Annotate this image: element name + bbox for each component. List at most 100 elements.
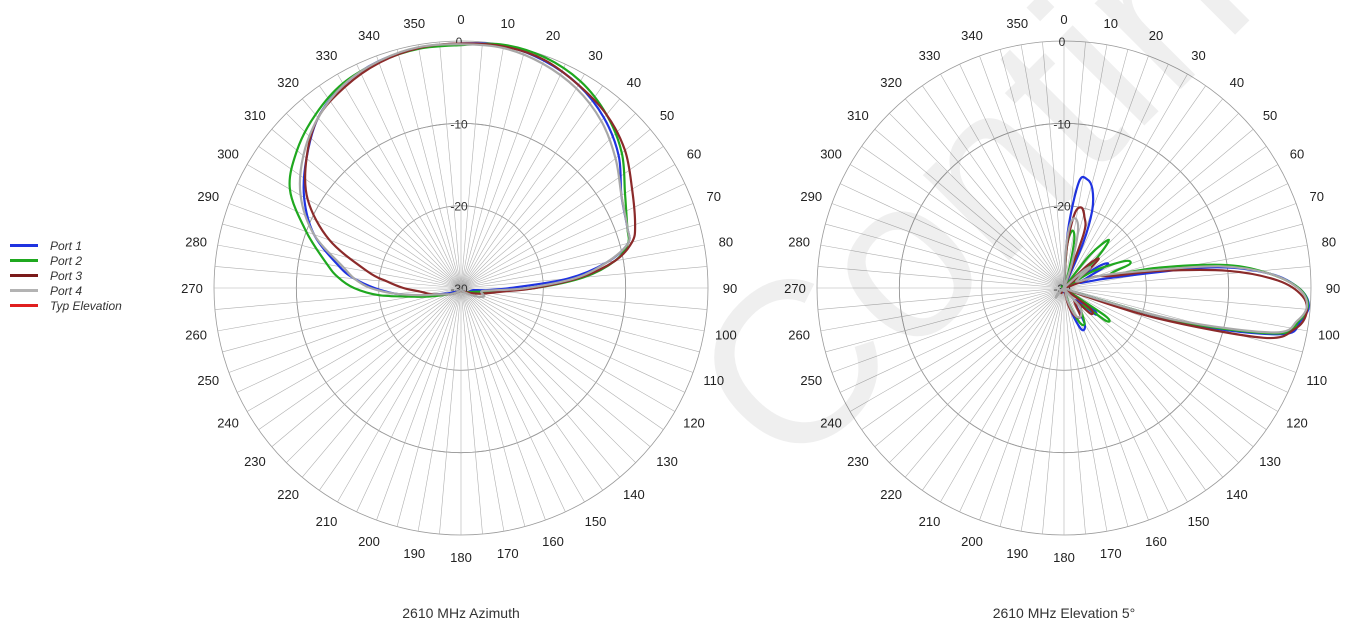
legend-swatch-port-4 xyxy=(10,289,38,292)
grid-spoke xyxy=(460,287,636,463)
grid-spoke xyxy=(1063,266,1311,289)
angle-tick-label: 230 xyxy=(847,454,869,469)
grid-spoke xyxy=(1020,44,1065,289)
grid-spoke xyxy=(460,287,603,491)
grid-spoke xyxy=(222,223,462,289)
series-port-2 xyxy=(288,42,630,298)
legend-item-port-2: Port 2 xyxy=(10,253,160,268)
grid-spoke xyxy=(396,49,462,289)
grid-spoke xyxy=(922,85,1065,289)
grid-spoke xyxy=(861,287,1065,430)
grid-spoke xyxy=(1063,98,1223,289)
grid-spoke xyxy=(460,287,566,512)
angle-tick-label: 190 xyxy=(1006,546,1028,561)
grid-spoke xyxy=(940,73,1065,289)
angle-tick-label: 30 xyxy=(1191,48,1205,63)
grid-spoke xyxy=(979,55,1065,289)
grid-spoke xyxy=(460,73,585,289)
legend-label: Port 1 xyxy=(50,238,83,253)
azimuth-chart: 0 10 20 30 40 50 60 70 80 90 100 110 120 130 140 150 160… xyxy=(181,12,737,565)
grid-spoke xyxy=(460,113,636,289)
grid-spoke xyxy=(1063,287,1129,527)
grid-spoke xyxy=(1063,287,1311,310)
grid-spoke xyxy=(1063,203,1297,289)
angle-tick-label: 300 xyxy=(217,147,239,162)
angle-tick-label: 60 xyxy=(687,147,701,162)
angle-tick-label: 10 xyxy=(1103,16,1117,31)
angle-tick-label: 280 xyxy=(788,234,810,249)
grid-spoke xyxy=(820,287,1065,332)
series-port-4 xyxy=(298,43,631,298)
angle-tick-label: 180 xyxy=(1053,550,1075,565)
grid-spoke xyxy=(302,287,462,478)
grid-spoke xyxy=(840,183,1065,289)
angle-tick-label: 180 xyxy=(450,550,472,565)
angle-tick-label: 110 xyxy=(703,373,724,388)
grid-spoke xyxy=(1063,146,1267,289)
grid-spoke xyxy=(940,287,1065,503)
angle-tick-label: 350 xyxy=(1006,16,1028,31)
angle-tick-label: 40 xyxy=(1230,75,1244,90)
angle-tick-label: 290 xyxy=(800,189,822,204)
angle-tick-label: 280 xyxy=(185,234,207,249)
grid-spoke xyxy=(817,287,1065,310)
legend-swatch-typ-elevation xyxy=(10,304,38,307)
grid-spoke xyxy=(874,287,1065,447)
radial-tick-label: -20 xyxy=(450,200,468,214)
angle-tick-label: 220 xyxy=(880,487,902,502)
azimuth-chart-title: 2610 MHz Azimuth xyxy=(402,605,520,621)
angle-tick-label: 10 xyxy=(500,16,514,31)
grid-spoke xyxy=(460,287,664,430)
grid-spoke xyxy=(460,287,483,535)
angle-tick-label: 0 xyxy=(1060,12,1067,27)
angle-tick-label: 240 xyxy=(820,416,842,431)
grid-spoke xyxy=(1063,44,1108,289)
grid-spoke xyxy=(246,164,462,289)
angle-tick-label: 170 xyxy=(1100,546,1122,561)
legend-label: Typ Elevation xyxy=(50,298,122,313)
grid-spoke xyxy=(831,203,1065,289)
angle-tick-label: 250 xyxy=(800,373,822,388)
angle-tick-label: 250 xyxy=(197,373,219,388)
angle-tick-label: 130 xyxy=(1259,454,1281,469)
grid-spoke xyxy=(439,287,462,535)
angle-tick-label: 230 xyxy=(244,454,266,469)
angle-tick-label: 200 xyxy=(358,534,380,549)
grid-spoke xyxy=(1063,287,1223,478)
angle-tick-label: 160 xyxy=(1145,534,1167,549)
angle-tick-label: 140 xyxy=(623,487,645,502)
legend-swatch-port-3 xyxy=(10,274,38,277)
angle-tick-label: 30 xyxy=(588,48,602,63)
legend: Port 1 Port 2 Port 3 Port 4 Typ Elevatio… xyxy=(10,238,160,313)
grid-spoke xyxy=(460,287,620,478)
grid-spoke xyxy=(337,73,462,289)
grid-spoke xyxy=(302,98,462,289)
grid-spoke xyxy=(999,287,1065,527)
grid-spoke xyxy=(460,183,685,289)
grid-spoke xyxy=(214,287,462,310)
grid-spoke xyxy=(258,146,462,289)
grid-spoke xyxy=(922,287,1065,491)
grid-spoke xyxy=(874,129,1065,289)
grid-spoke xyxy=(460,244,705,289)
angle-tick-label: 110 xyxy=(1306,373,1327,388)
grid-spoke xyxy=(460,287,694,373)
grid-spoke xyxy=(1063,113,1239,289)
grid-spoke xyxy=(460,49,526,289)
grid-spoke xyxy=(1042,287,1065,535)
angle-tick-label: 270 xyxy=(181,281,203,296)
grid-spoke xyxy=(1063,287,1086,535)
series-port-4 xyxy=(1054,217,1309,334)
angle-tick-label: 240 xyxy=(217,416,239,431)
grid-spoke xyxy=(889,287,1065,463)
radial-tick-label: 0 xyxy=(456,35,463,49)
grid-spoke xyxy=(337,287,462,503)
angle-tick-label: 40 xyxy=(627,75,641,90)
grid-spoke xyxy=(237,183,462,289)
grid-spoke xyxy=(905,287,1065,478)
grid-spoke xyxy=(1063,287,1206,491)
grid-spoke xyxy=(1063,73,1188,289)
grid-spoke xyxy=(228,287,462,373)
angle-tick-label: 20 xyxy=(546,28,560,43)
grid-spoke xyxy=(820,244,1065,289)
